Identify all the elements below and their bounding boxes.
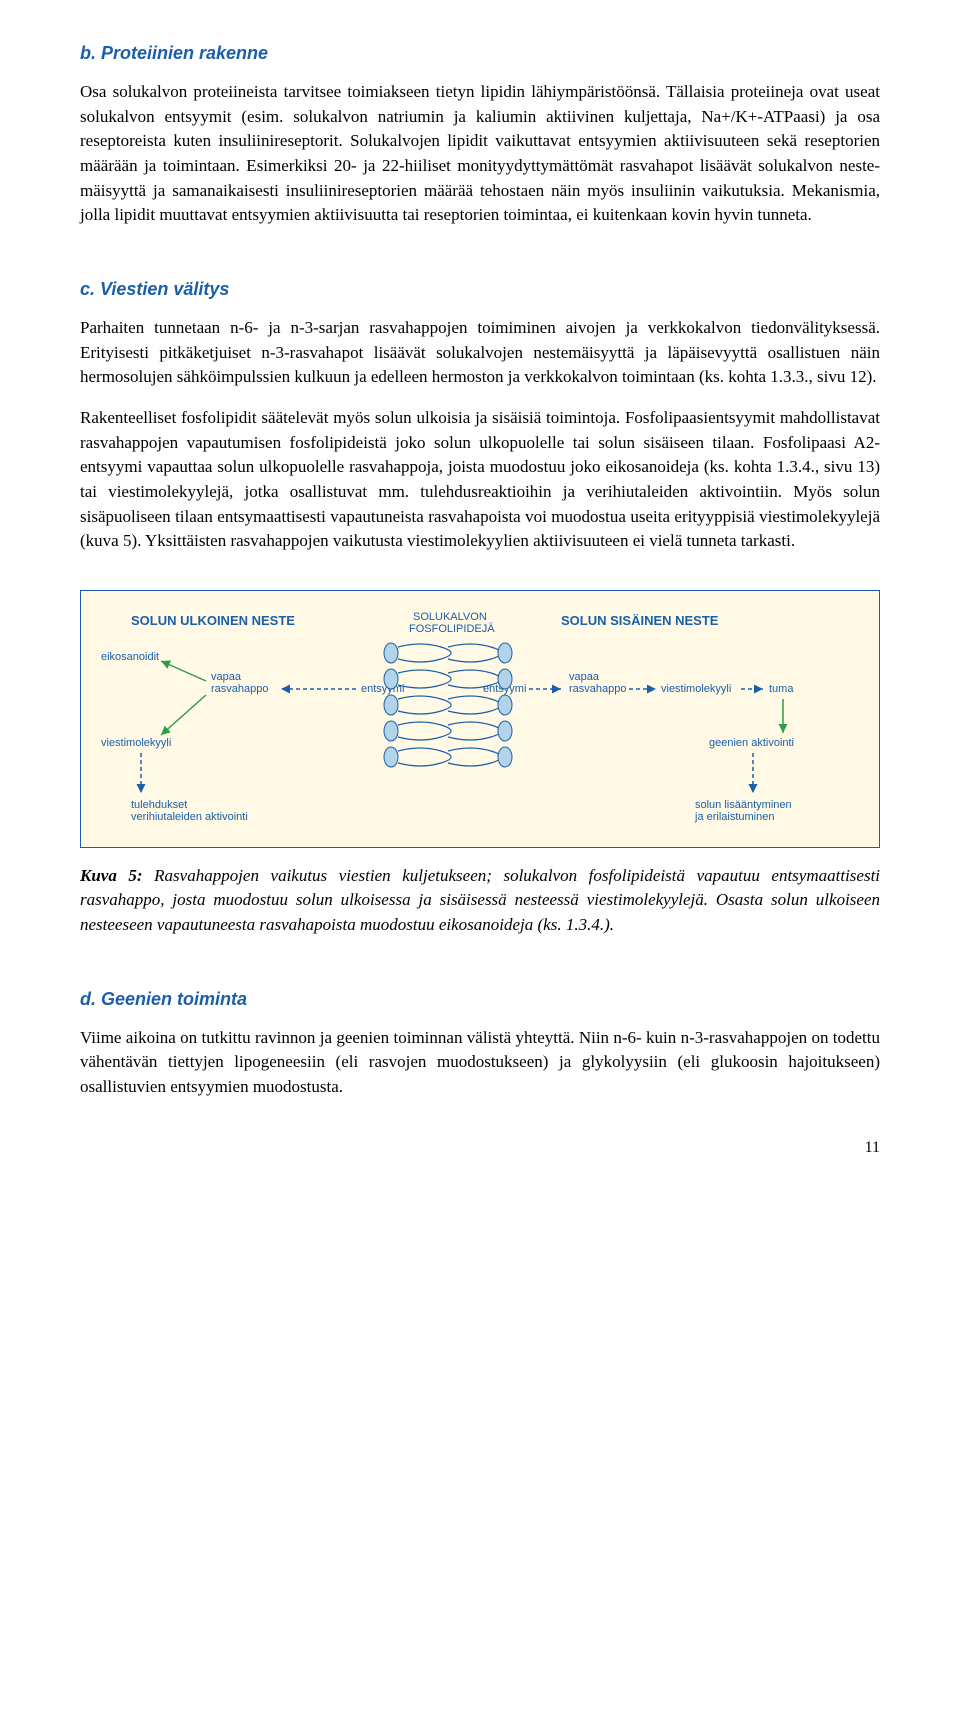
section-d-heading: d. Geenien toiminta	[80, 986, 880, 1012]
figure-5-svg	[101, 609, 821, 829]
section-c-paragraph-1: Parhaiten tunnetaan n-6- ja n-3-sarjan r…	[80, 316, 880, 390]
caption-bold: Kuva 5:	[80, 866, 143, 885]
section-c-heading: c. Viestien välitys	[80, 276, 880, 302]
figure-5-caption: Kuva 5: Rasvahappojen vaikutus viestien …	[80, 864, 880, 938]
section-b-paragraph: Osa solukalvon proteiineista tarvitsee t…	[80, 80, 880, 228]
section-d-paragraph: Viime aikoina on tutkittu ravinnon ja ge…	[80, 1026, 880, 1100]
membrane-icon	[384, 643, 512, 767]
section-b-heading: b. Proteiinien rakenne	[80, 40, 880, 66]
section-c-paragraph-2: Rakenteelliset fosfolipidit säätelevät m…	[80, 406, 880, 554]
figure-5-box: SOLUN ULKOINEN NESTE SOLUKALVON FOSFOLIP…	[80, 590, 880, 848]
figure-5-diagram: SOLUN ULKOINEN NESTE SOLUKALVON FOSFOLIP…	[101, 609, 859, 829]
page-number: 11	[80, 1136, 880, 1159]
caption-text: Rasvahappojen vaikutus viestien kuljetuk…	[80, 866, 880, 934]
